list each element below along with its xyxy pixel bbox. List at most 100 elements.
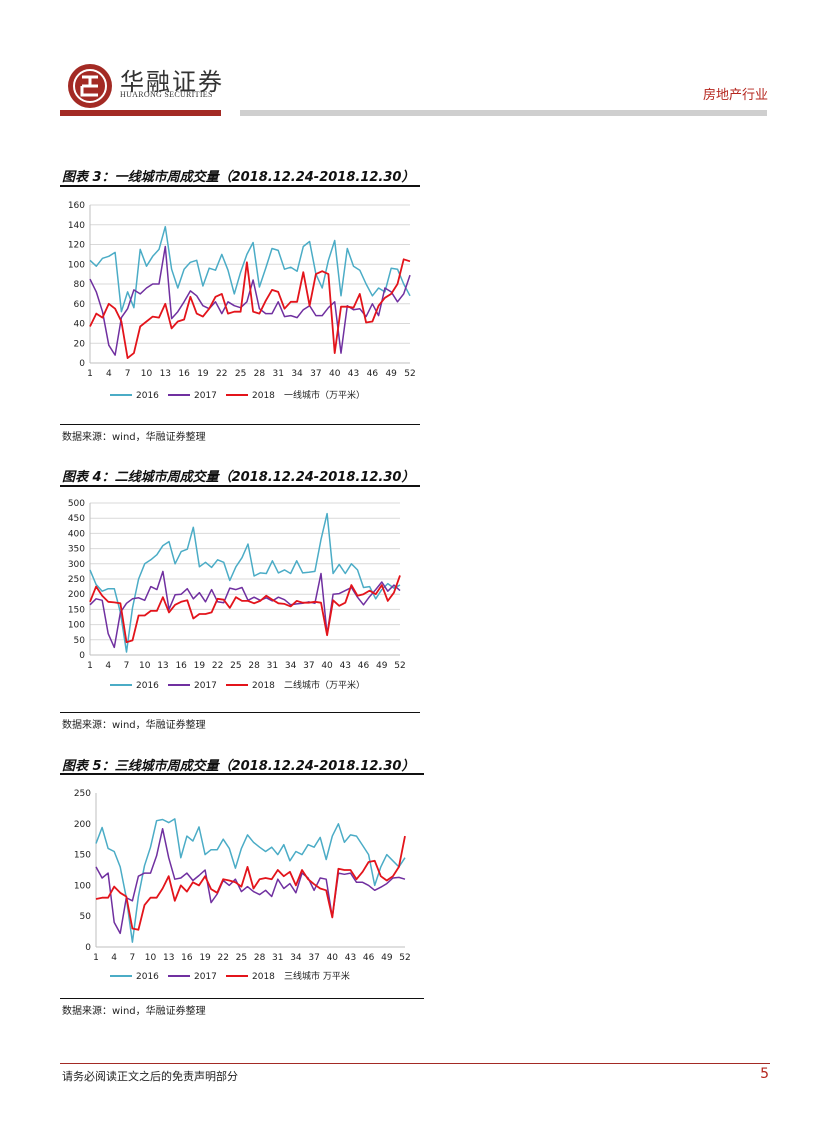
y-tick-label: 80 [74, 280, 86, 290]
x-tick-label: 19 [197, 369, 209, 379]
y-tick-label: 100 [68, 260, 85, 270]
x-tick-label: 43 [348, 369, 359, 379]
header-bar-accent [60, 110, 221, 116]
series-line-2016 [95, 818, 406, 943]
x-tick-label: 31 [267, 661, 278, 671]
y-tick-label: 40 [74, 320, 86, 330]
x-tick-label: 1 [87, 369, 93, 379]
x-tick-label: 4 [111, 953, 117, 963]
x-tick-label: 40 [329, 369, 341, 379]
x-tick-label: 49 [381, 953, 393, 963]
series-line-2016 [89, 225, 411, 313]
page-number: 5 [760, 1066, 769, 1082]
series-line-2018 [89, 258, 411, 360]
x-tick-label: 4 [105, 661, 111, 671]
x-tick-label: 46 [367, 369, 379, 379]
x-tick-label: 28 [248, 661, 260, 671]
x-tick-label: 43 [345, 953, 356, 963]
figure-3-top-rule [60, 185, 420, 187]
x-tick-label: 16 [175, 661, 187, 671]
x-tick-label: 25 [230, 661, 241, 671]
series-line-2017 [95, 827, 406, 935]
y-tick-label: 350 [68, 545, 85, 555]
y-tick-label: 50 [80, 912, 92, 922]
x-tick-label: 43 [340, 661, 351, 671]
figure-3-bottom-rule [60, 424, 420, 425]
x-tick-label: 22 [212, 661, 223, 671]
x-tick-label: 52 [394, 661, 405, 671]
figure-4-top-rule [60, 485, 420, 487]
chart-first-tier-cities: 0 20 40 60 80 100 120 140 160 1 4 7 10 13 16 19 22 25 28 31… [68, 201, 416, 401]
x-tick-label: 46 [363, 953, 375, 963]
y-tick-label: 150 [74, 851, 91, 861]
company-name-en: HUARONG SECURITIES [120, 90, 213, 99]
x-tick-label: 25 [236, 953, 247, 963]
x-tick-label: 40 [327, 953, 339, 963]
x-tick-label: 34 [291, 369, 303, 379]
x-tick-label: 7 [129, 953, 135, 963]
x-tick-label: 10 [139, 661, 151, 671]
figure-4-title: 图表 4：二线城市周成交量（2018.12.24-2018.12.30） [62, 470, 415, 485]
y-tick-label: 200 [68, 590, 85, 600]
series-line-2018 [95, 835, 406, 931]
legend-label-2017: 2017 [194, 681, 217, 691]
figure-4-bottom-rule [60, 712, 420, 713]
y-tick-label: 0 [79, 359, 85, 369]
figure-5-title: 图表 5：三线城市周成交量（2018.12.24-2018.12.30） [62, 759, 415, 774]
company-name-cn: 华融证券 [120, 68, 224, 96]
y-tick-label: 100 [68, 621, 85, 631]
x-tick-label: 4 [106, 369, 112, 379]
y-tick-label: 0 [85, 943, 91, 953]
legend-label-2018: 2018 [252, 681, 275, 691]
footer-rule [60, 1063, 770, 1064]
x-tick-label: 37 [310, 369, 321, 379]
y-tick-label: 120 [68, 241, 85, 251]
x-tick-label: 10 [141, 369, 153, 379]
figure-5-top-rule [60, 773, 424, 775]
legend-unit-label: 三线城市 万平米 [284, 970, 350, 982]
y-tick-label: 400 [68, 529, 85, 539]
x-tick-label: 31 [273, 369, 284, 379]
x-tick-label: 13 [160, 369, 171, 379]
legend-label-2017: 2017 [194, 972, 217, 982]
x-tick-label: 1 [93, 953, 99, 963]
chart-third-tier-cities: 0 50 100 150 200 250 1 4 7 10 13 16 19 22 25 28 31 34 37 40… [74, 789, 411, 982]
x-tick-label: 28 [254, 369, 266, 379]
x-tick-label: 19 [194, 661, 206, 671]
figure-3-title: 图表 3：一线城市周成交量（2018.12.24-2018.12.30） [62, 170, 415, 185]
x-tick-label: 52 [404, 369, 415, 379]
x-tick-label: 13 [157, 661, 168, 671]
x-tick-label: 28 [254, 953, 266, 963]
y-tick-label: 450 [68, 514, 85, 524]
figure-3-source: 数据来源：wind，华融证券整理 [62, 432, 206, 443]
footer-disclaimer: 请务必阅读正文之后的免责声明部分 [62, 1070, 238, 1083]
y-tick-label: 250 [74, 789, 91, 799]
x-tick-label: 7 [125, 369, 131, 379]
x-tick-label: 37 [303, 661, 314, 671]
y-tick-label: 500 [68, 499, 85, 509]
x-tick-label: 1 [87, 661, 93, 671]
y-tick-label: 160 [68, 201, 85, 211]
legend-label-2016: 2016 [136, 391, 159, 401]
chart-second-tier-cities: 0 50 100 150 200 250 300 350 400 450 500 1 4 7 10 13 16 1… [68, 499, 406, 691]
x-tick-label: 37 [308, 953, 319, 963]
series-line-2018 [89, 575, 401, 644]
legend-unit-label: 一线城市（万平米） [284, 389, 365, 401]
y-tick-label: 150 [68, 605, 85, 615]
y-tick-label: 300 [68, 560, 85, 570]
x-tick-label: 16 [178, 369, 190, 379]
x-tick-label: 34 [290, 953, 302, 963]
y-tick-label: 0 [79, 651, 85, 661]
x-tick-label: 52 [399, 953, 410, 963]
series-line-2017 [89, 570, 401, 649]
y-tick-label: 200 [74, 820, 91, 830]
x-tick-label: 22 [218, 953, 229, 963]
y-tick-label: 20 [74, 339, 86, 349]
x-tick-label: 34 [285, 661, 297, 671]
x-tick-label: 22 [216, 369, 227, 379]
figure-5-bottom-rule [60, 998, 424, 999]
x-tick-label: 40 [321, 661, 333, 671]
y-tick-label: 140 [68, 221, 85, 231]
x-tick-label: 19 [199, 953, 211, 963]
y-tick-label: 250 [68, 575, 85, 585]
